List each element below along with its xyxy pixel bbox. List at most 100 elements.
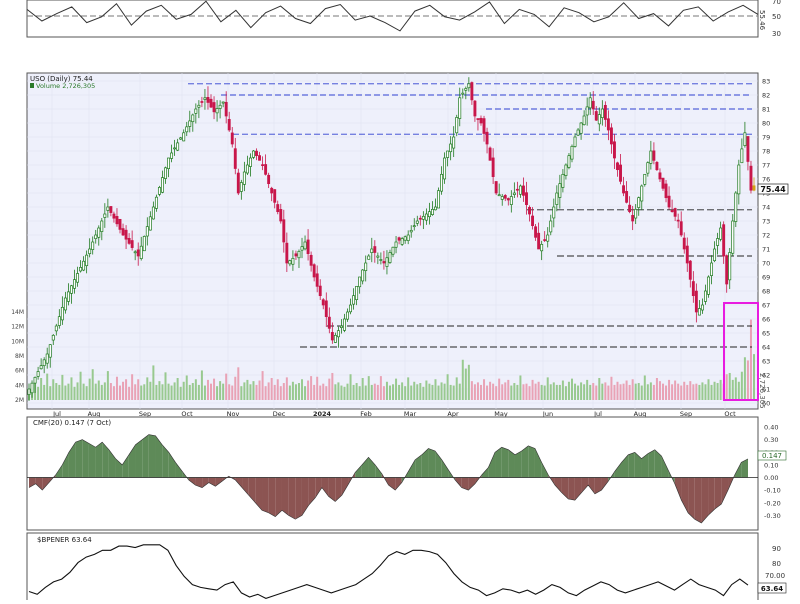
volume-bar xyxy=(67,383,70,400)
volume-tick-label: 6M xyxy=(15,368,24,375)
cmf-area-segment xyxy=(328,477,336,502)
candle-body xyxy=(582,115,586,126)
candle-body xyxy=(494,181,498,194)
volume-bar xyxy=(37,386,40,400)
cmf-area-segment xyxy=(441,459,449,478)
candle-body xyxy=(619,164,622,182)
candle-body xyxy=(309,254,313,266)
volume-bar xyxy=(234,376,237,400)
volume-bar xyxy=(598,378,601,400)
volume-bar xyxy=(498,378,501,400)
candle-body xyxy=(473,100,477,117)
cmf-area-segment xyxy=(741,458,748,478)
volume-bar xyxy=(625,380,628,400)
candle-body xyxy=(282,219,286,243)
volume-bar xyxy=(122,381,125,400)
candle-body xyxy=(543,239,547,241)
candle-body xyxy=(734,192,738,222)
candle-body xyxy=(679,221,683,236)
candle-body xyxy=(242,171,246,185)
candle-body xyxy=(94,234,98,240)
volume-bar xyxy=(143,384,146,400)
volume-bar xyxy=(486,385,489,400)
volume-bar xyxy=(583,384,586,400)
candle-body xyxy=(427,211,431,218)
cmf-area-segment xyxy=(435,450,442,478)
candle-body xyxy=(685,245,689,264)
candle-body xyxy=(118,218,122,230)
candle-body xyxy=(97,227,101,238)
candle-body xyxy=(719,227,723,240)
candle-body xyxy=(85,254,89,267)
bpener-current-tag xyxy=(757,582,787,594)
volume-bar xyxy=(131,374,134,400)
candle-body xyxy=(464,88,468,91)
candle-body xyxy=(691,281,695,297)
candle-body xyxy=(336,330,340,338)
candle-body xyxy=(303,241,307,250)
candle-body xyxy=(673,208,677,217)
rsi-line xyxy=(26,0,759,32)
candle-body xyxy=(142,236,146,252)
volume-bar xyxy=(637,383,640,400)
candle-body xyxy=(88,248,92,255)
candle-body xyxy=(248,157,252,167)
volume-bar xyxy=(446,374,449,400)
volume-bar xyxy=(388,385,391,400)
candle-body xyxy=(418,217,422,220)
cmf-area-segment xyxy=(481,467,489,478)
volume-bar xyxy=(586,379,589,400)
volume-bar xyxy=(434,379,437,400)
volume-bar xyxy=(301,379,304,400)
volume-bar xyxy=(158,381,161,400)
cmf-area-segment xyxy=(268,477,276,517)
volume-bar xyxy=(501,384,504,400)
candle-body xyxy=(600,108,604,118)
candle-body xyxy=(288,260,292,265)
volume-bar xyxy=(528,386,531,400)
cmf-area-segment xyxy=(488,452,496,478)
candle-body xyxy=(476,118,480,120)
candle-body xyxy=(467,83,471,89)
volume-bar xyxy=(358,386,361,400)
cmf-area-segment xyxy=(661,456,669,478)
volume-bar xyxy=(549,384,552,400)
volume-tick-label: 10M xyxy=(11,338,24,345)
cmf-area-segment xyxy=(461,477,469,491)
volume-bar xyxy=(261,371,264,400)
volume-bar xyxy=(304,386,307,400)
volume-bar xyxy=(149,381,152,400)
volume-bar xyxy=(519,375,522,400)
volume-bar xyxy=(725,374,728,400)
volume-bar xyxy=(728,372,731,400)
volume-tick-label: 2M xyxy=(15,397,24,404)
volume-bar xyxy=(197,384,200,400)
price-tick-label: 67 xyxy=(762,302,770,310)
candle-body xyxy=(716,238,720,246)
month-tick-label: Nov xyxy=(227,410,240,418)
candle-body xyxy=(700,304,704,311)
candle-body xyxy=(740,148,744,164)
volume-bar xyxy=(580,382,583,400)
candle-body xyxy=(485,131,489,145)
candle-body xyxy=(179,137,183,140)
candle-body xyxy=(194,108,198,114)
volume-bar xyxy=(346,383,349,400)
volume-bar xyxy=(567,381,570,400)
candle-body xyxy=(555,192,559,205)
volume-bar xyxy=(216,386,219,400)
volume-bar xyxy=(128,386,131,400)
candle-body xyxy=(200,101,204,103)
volume-bar xyxy=(643,375,646,400)
volume-bar xyxy=(534,383,537,400)
candle-body xyxy=(358,276,362,288)
volume-bar xyxy=(58,384,61,400)
volume-bar xyxy=(525,383,528,400)
volume-bar xyxy=(634,383,637,400)
candle-body xyxy=(421,215,425,220)
candle-body xyxy=(412,225,416,228)
candle-body xyxy=(151,206,155,220)
price-tick-label: 76 xyxy=(762,176,770,184)
volume-bar xyxy=(246,379,249,400)
candle-body xyxy=(437,190,440,209)
